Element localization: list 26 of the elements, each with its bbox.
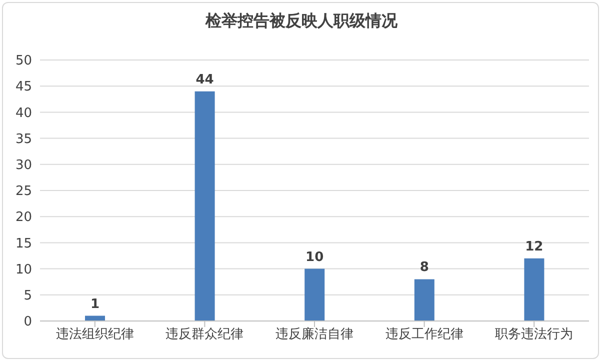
x-tick-label: 违反廉洁自律 — [276, 327, 354, 342]
y-tick-label: 25 — [15, 184, 32, 200]
y-tick-label: 50 — [15, 54, 32, 69]
y-tick-label: 10 — [15, 262, 32, 278]
y-tick-label: 30 — [15, 158, 32, 174]
y-tick-label: 0 — [24, 314, 32, 330]
x-tick-label: 违反工作纪律 — [385, 327, 464, 342]
data-label: 44 — [196, 72, 214, 88]
y-tick-label: 15 — [15, 236, 32, 252]
bar — [414, 279, 434, 321]
data-label: 12 — [525, 239, 544, 254]
bar — [524, 258, 544, 321]
y-tick-label: 45 — [15, 80, 32, 95]
y-tick-label: 40 — [15, 106, 32, 121]
bar — [194, 91, 215, 321]
data-label: 1 — [90, 296, 100, 312]
y-tick-label: 20 — [15, 210, 32, 226]
y-tick-label: 5 — [24, 288, 32, 304]
bar — [304, 268, 325, 321]
y-tick-label: 35 — [15, 132, 32, 147]
x-tick-label: 违法组织纪律 — [56, 327, 134, 342]
x-tick-label: 职务违法行为 — [495, 327, 574, 342]
chart-title: 检举控告被反映人职级情况 — [204, 11, 398, 32]
data-label: 10 — [306, 250, 324, 265]
x-tick-label: 违反群众纪律 — [166, 327, 244, 342]
data-label: 8 — [420, 260, 429, 276]
